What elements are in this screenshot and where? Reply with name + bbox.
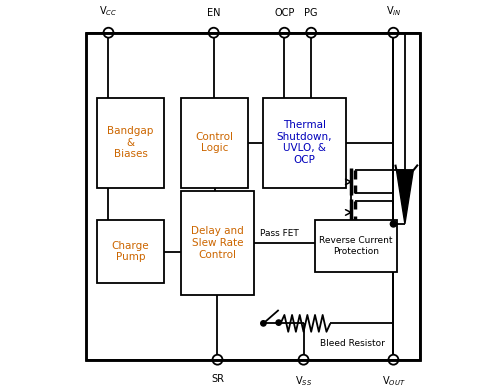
Text: SR: SR (211, 374, 224, 384)
Bar (315, 220, 397, 272)
Text: $\mathregular{V}_{CC}$: $\mathregular{V}_{CC}$ (100, 4, 117, 18)
Circle shape (276, 320, 281, 325)
Text: Control
Logic: Control Logic (196, 132, 234, 153)
Text: Thermal
Shutdown,
UVLO, &
OCP: Thermal Shutdown, UVLO, & OCP (276, 120, 332, 165)
Text: Bandgap
&
Biases: Bandgap & Biases (108, 126, 154, 159)
Bar (181, 98, 248, 188)
Text: Bleed Resistor: Bleed Resistor (320, 339, 384, 348)
Circle shape (260, 321, 266, 326)
Text: Delay and
Slew Rate
Control: Delay and Slew Rate Control (191, 227, 244, 260)
Text: Pass FET: Pass FET (260, 229, 298, 238)
Text: PG: PG (304, 8, 318, 18)
Bar (97, 220, 164, 283)
Text: OCP: OCP (274, 8, 294, 18)
Text: $\mathregular{V}_{OUT}$: $\mathregular{V}_{OUT}$ (382, 374, 406, 388)
Bar (86, 33, 420, 360)
Text: $\mathregular{V}_{SS}$: $\mathregular{V}_{SS}$ (295, 374, 312, 388)
Text: Charge
Pump: Charge Pump (112, 241, 150, 263)
Bar (181, 191, 254, 295)
Text: $\mathregular{V}_{IN}$: $\mathregular{V}_{IN}$ (386, 4, 401, 18)
Polygon shape (396, 171, 413, 224)
Text: EN: EN (207, 8, 220, 18)
Bar (264, 98, 345, 188)
Circle shape (390, 221, 396, 227)
Bar (97, 98, 164, 188)
Text: Reverse Current
Protection: Reverse Current Protection (320, 236, 393, 256)
Bar (86, 33, 420, 360)
